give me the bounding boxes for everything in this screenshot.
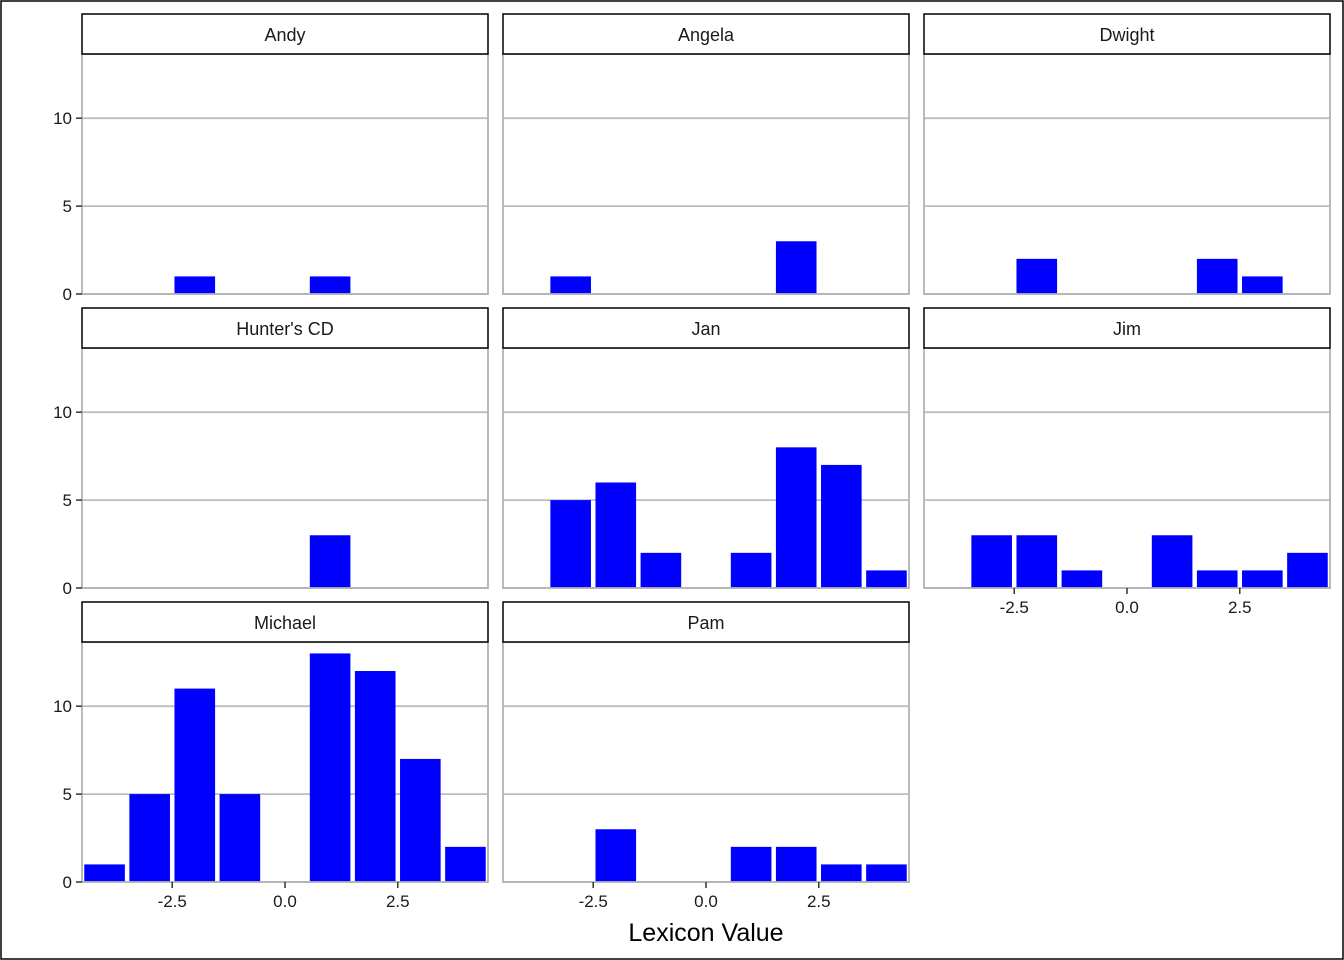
bar [775, 846, 817, 882]
y-tick-label: 10 [53, 697, 72, 716]
facet-panel-michael: Michael 0 5 10 -2.5 0.0 2.5 [53, 601, 489, 911]
bar [309, 535, 351, 588]
facet-strip [81, 601, 489, 643]
bar [640, 552, 682, 588]
facet-strip [923, 307, 1331, 349]
y-tick-label: 0 [63, 579, 72, 598]
bar [1061, 570, 1103, 588]
facet-strip-label: Dwight [1099, 25, 1154, 45]
bar [550, 276, 591, 294]
facet-strip [81, 307, 489, 349]
facet-strip-label: Jim [1113, 319, 1141, 339]
facet-strip [502, 13, 910, 55]
bar [1016, 258, 1058, 294]
x-axis-title: Lexicon Value [628, 919, 783, 947]
bar [1242, 276, 1283, 294]
bar [866, 864, 907, 882]
facet-strip-label: Jan [691, 319, 720, 339]
x-tick-label: 0.0 [273, 892, 297, 911]
bar [971, 535, 1012, 588]
facet-strip-label: Michael [254, 613, 316, 633]
y-tick-label: 5 [63, 785, 72, 804]
bar [1151, 535, 1193, 588]
y-tick-label: 10 [53, 403, 72, 422]
bar [775, 447, 817, 588]
x-tick-label: -2.5 [579, 892, 608, 911]
bar [1287, 552, 1328, 588]
x-tick-label: 0.0 [694, 892, 718, 911]
facet-panel-andy: Andy 0 5 10 [53, 13, 489, 304]
bar [354, 671, 396, 882]
bar [1196, 258, 1238, 294]
y-tick-label: 5 [63, 491, 72, 510]
bar [84, 864, 125, 882]
facet-panel-hunter-s-cd: Hunter's CD 0 5 10 [53, 307, 489, 598]
bar [1196, 570, 1238, 588]
bar [174, 688, 216, 882]
facet-strip-label: Pam [687, 613, 724, 633]
bar [1242, 570, 1283, 588]
y-tick-label: 0 [63, 285, 72, 304]
x-tick-label: 2.5 [386, 892, 410, 911]
bar [219, 794, 261, 882]
x-tick-label: 2.5 [807, 892, 831, 911]
facet-strip [502, 307, 910, 349]
bar [730, 552, 772, 588]
x-tick-label: 0.0 [1115, 598, 1139, 617]
bar [400, 758, 441, 882]
y-tick-label: 5 [63, 197, 72, 216]
facet-panel-pam: Pam -2.5 0.0 2.5 [502, 601, 910, 911]
bar [730, 846, 772, 882]
x-tick-label: -2.5 [158, 892, 187, 911]
facet-strip [923, 13, 1331, 55]
x-tick-label: -2.5 [1000, 598, 1029, 617]
bar [445, 846, 486, 882]
bar [775, 241, 817, 294]
facet-strip-label: Angela [678, 25, 735, 45]
facet-strip [81, 13, 489, 55]
facet-strip-label: Hunter's CD [236, 319, 333, 339]
x-tick-label: 2.5 [1228, 598, 1252, 617]
bar [550, 500, 591, 588]
bar [309, 276, 351, 294]
bar [866, 570, 907, 588]
bar [595, 829, 637, 882]
bar [595, 482, 637, 588]
facet-panels: Andy 0 5 10 Angela Dwight Hunter's CD 0 5 10 Jan Ji… [53, 13, 1331, 911]
facet-panel-jim: Jim -2.5 0.0 2.5 [923, 307, 1331, 617]
bar [309, 653, 351, 882]
bar [1016, 535, 1058, 588]
bar [174, 276, 216, 294]
y-tick-label: 0 [63, 873, 72, 892]
facet-strip-label: Andy [264, 25, 305, 45]
facet-strip [502, 601, 910, 643]
facet-panel-jan: Jan [502, 307, 910, 589]
bar [129, 794, 170, 882]
facet-panel-dwight: Dwight [923, 13, 1331, 295]
y-tick-label: 10 [53, 109, 72, 128]
bar [821, 864, 862, 882]
facet-panel-angela: Angela [502, 13, 910, 295]
bar [821, 464, 862, 588]
